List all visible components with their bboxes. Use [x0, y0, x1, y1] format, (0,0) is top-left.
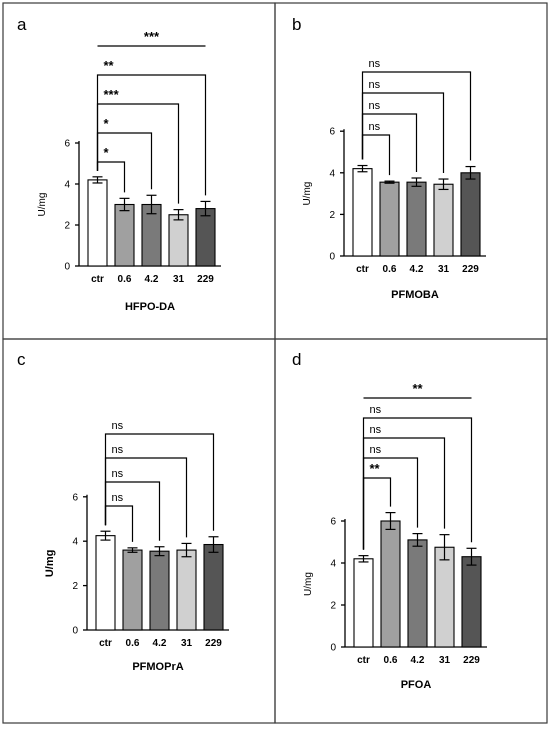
category-label-0.6: 0.6 [383, 264, 397, 275]
category-label-4.2: 4.2 [145, 274, 159, 285]
bar-ctr [353, 558, 374, 648]
bar-31 [168, 214, 189, 267]
y-tick-label: 2 [72, 581, 78, 592]
significance-label: ns [112, 492, 124, 504]
panel-letter: c [17, 350, 26, 369]
significance-bracket [104, 433, 215, 531]
significance-label: ns [112, 420, 124, 432]
significance-label: ns [369, 79, 381, 91]
significance-label: ns [370, 444, 382, 456]
significance-label: ** [370, 461, 381, 476]
y-tick-label: 6 [329, 127, 335, 138]
y-tick-label: 2 [330, 601, 336, 612]
significance-label: ** [104, 58, 115, 73]
category-label-4.2: 4.2 [410, 264, 424, 275]
y-tick-label: 4 [72, 537, 78, 548]
y-tick-label: 0 [64, 262, 70, 273]
significance-bracket [362, 417, 473, 550]
panel-frame-d [274, 338, 548, 724]
significance-label: ns [112, 468, 124, 480]
category-label-0.6: 0.6 [126, 638, 140, 649]
category-label-0.6: 0.6 [384, 655, 398, 666]
y-tick-label: 0 [72, 626, 78, 637]
category-label-ctr: ctr [99, 638, 112, 649]
bar-229 [203, 543, 224, 631]
significance-label: * [104, 145, 110, 160]
bar-229 [195, 208, 216, 267]
category-label-ctr: ctr [91, 274, 104, 285]
category-label-4.2: 4.2 [153, 638, 167, 649]
bar-0.6 [379, 181, 400, 257]
significance-label: *** [104, 87, 120, 102]
significance-label: ns [370, 404, 382, 416]
panel-letter: b [292, 15, 301, 34]
significance-label: * [104, 116, 110, 131]
significance-label: ** [412, 381, 423, 396]
category-label-ctr: ctr [356, 264, 369, 275]
y-tick-label: 2 [329, 210, 335, 221]
panel-frame-a [2, 2, 276, 340]
bar-4.2 [149, 550, 170, 631]
y-axis-label: U/mg [303, 572, 314, 596]
y-tick-label: 0 [330, 643, 336, 654]
y-axis-label: U/mg [37, 193, 48, 217]
chart-panel-b: b 0 2 4 6 U/mg ctr 0.6 4.2 31 229 PFMOBA ns ns ns ns [292, 15, 486, 301]
y-tick-label: 6 [64, 139, 70, 150]
bar-ctr [95, 535, 116, 631]
x-axis-label: PFMOBA [391, 289, 439, 301]
y-tick-label: 0 [329, 252, 335, 263]
y-tick-label: 6 [72, 492, 78, 503]
significance-label: ns [369, 100, 381, 112]
significance-bracket [96, 103, 180, 204]
y-tick-label: 6 [330, 517, 336, 528]
bar-229 [460, 172, 481, 257]
significance-bracket [361, 71, 472, 161]
significance-label: ns [112, 444, 124, 456]
category-label-31: 31 [438, 264, 450, 275]
significance-label: *** [144, 29, 160, 44]
x-axis-label: PFMOPrA [132, 661, 183, 673]
category-label-31: 31 [173, 274, 185, 285]
bar-31 [434, 546, 455, 648]
category-label-229: 229 [463, 655, 480, 666]
y-axis-label: U/mg [302, 182, 313, 206]
bar-0.6 [114, 203, 135, 267]
bar-ctr [87, 179, 108, 267]
category-label-0.6: 0.6 [118, 274, 132, 285]
bar-0.6 [122, 549, 143, 631]
category-label-4.2: 4.2 [411, 655, 425, 666]
category-label-229: 229 [462, 264, 479, 275]
panel-letter: a [17, 15, 27, 34]
bar-31 [433, 183, 454, 257]
chart-panel-c: c 0 2 4 6 U/mg ctr 0.6 4.2 31 229 PFMOPrA ns ns ns ns [17, 350, 229, 673]
y-tick-label: 4 [329, 168, 335, 179]
bar-31 [176, 549, 197, 631]
significance-label: ns [369, 58, 381, 70]
y-tick-label: 4 [64, 180, 70, 191]
y-tick-label: 4 [330, 559, 336, 570]
category-label-31: 31 [181, 638, 193, 649]
bar-ctr [352, 168, 373, 257]
category-label-31: 31 [439, 655, 451, 666]
x-axis-label: PFOA [401, 679, 432, 691]
bar-0.6 [380, 520, 401, 648]
bar-4.2 [407, 539, 428, 648]
x-axis-label: HFPO-DA [125, 301, 175, 313]
significance-label: ns [370, 424, 382, 436]
category-label-ctr: ctr [357, 655, 370, 666]
category-label-229: 229 [205, 638, 222, 649]
panel-letter: d [292, 350, 301, 369]
significance-label: ns [369, 121, 381, 133]
category-label-229: 229 [197, 274, 214, 285]
y-axis-label: U/mg [44, 550, 56, 578]
bar-4.2 [406, 181, 427, 257]
chart-panel-d: d 0 2 4 6 U/mg ctr 0.6 4.2 31 229 PFOA ** ns ns ns ** [292, 350, 487, 691]
significance-bracket [96, 74, 207, 196]
y-tick-label: 2 [64, 221, 70, 232]
bar-229 [461, 556, 482, 648]
